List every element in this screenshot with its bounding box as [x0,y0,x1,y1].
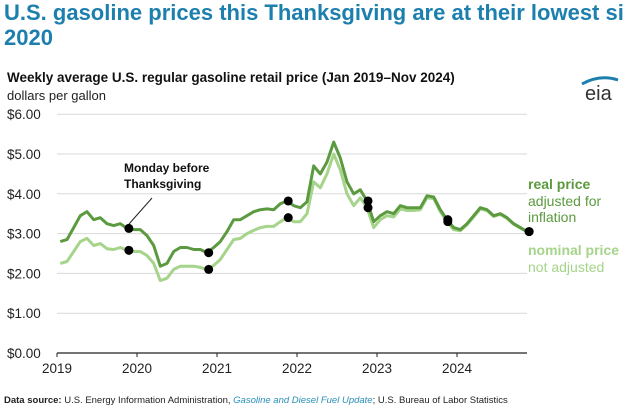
footer-link[interactable]: Gasoline and Diesel Fuel Update [233,395,372,406]
thanksgiving-dot-real [283,196,293,206]
thanksgiving-dot-nominal [204,264,214,274]
footer-source: Data source: U.S. Energy Information Adm… [4,395,508,406]
legend-real-sub-1: adjusted for [528,193,601,209]
eia-logo: eia [581,76,619,105]
footer-text-2: ; U.S. Bureau of Labor Statistics [373,395,508,406]
legend-real-name: real price [528,176,590,192]
thanksgiving-dot-real [124,223,134,233]
thanksgiving-dot-nominal [524,227,534,237]
thanksgiving-dot-real [363,196,373,206]
y-axis: $0.00 $1.00 $2.00 $3.00 $4.00 $5.00 $6.00 [7,107,41,361]
annotation-line-2: Thanksgiving [124,177,201,191]
y-tick-label: $6.00 [7,107,41,122]
eia-logo-text: eia [585,83,613,105]
eia-logo-arc [581,76,619,86]
y-tick-label: $4.00 [7,187,41,202]
legend-nominal-sub: not adjusted [528,259,604,275]
headline-line-1: U.S. gasoline prices this Thanksgiving a… [4,0,625,25]
thanksgiving-dot-nominal [124,245,134,255]
x-tick-label: 2019 [42,361,72,376]
x-tick-label: 2020 [122,361,152,376]
y-tick-label: $5.00 [7,147,41,162]
y-tick-label: $0.00 [7,346,41,361]
legend-real-sub-2: inflation [528,209,576,225]
footer-source-label: Data source: [4,395,62,406]
y-tick-label: $3.00 [7,227,41,242]
footer-text-1: U.S. Energy Information Administration, [62,395,234,406]
annotation-line-1: Monday before [124,161,210,175]
x-tick-label: 2021 [202,361,232,376]
thanksgiving-dot-nominal [443,217,453,227]
y-tick-label: $2.00 [7,266,41,281]
legend-nominal-name: nominal price [528,242,619,258]
thanksgiving-dot-real [204,248,214,258]
thanksgiving-markers [124,196,534,274]
thanksgiving-dot-nominal [283,213,293,223]
thanksgiving-dot-nominal [363,203,373,213]
x-tick-label: 2022 [282,361,312,376]
annotation-leader-line [128,197,153,225]
grid [57,113,527,314]
x-axis: 2019 2020 2021 2022 2023 2024 [42,352,527,376]
y-tick-label: $1.00 [7,306,41,321]
chart-title: Weekly average U.S. regular gasoline ret… [7,70,455,85]
x-tick-label: 2023 [362,361,392,376]
y-axis-unit-label: dollars per gallon [7,88,106,103]
x-tick-label: 2024 [442,361,473,376]
headline-line-2: 2020 [4,25,53,50]
